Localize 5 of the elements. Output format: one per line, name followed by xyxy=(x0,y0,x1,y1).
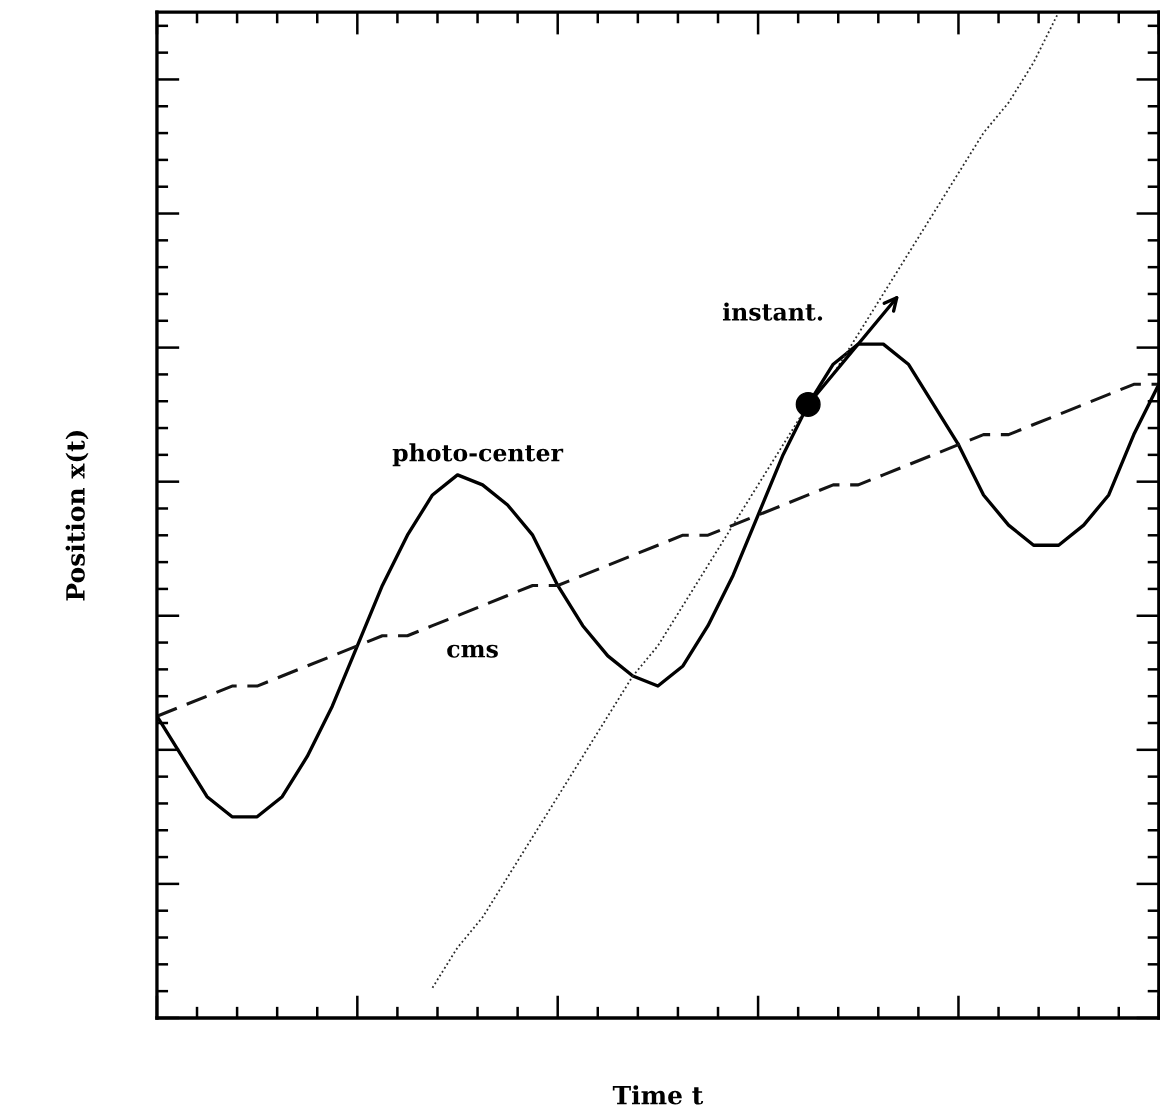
x-axis-title: Time t xyxy=(612,1085,704,1105)
series-label: cms xyxy=(447,644,498,658)
series-label: instant. xyxy=(722,302,823,321)
series-label: photo-center xyxy=(392,443,564,467)
y-axis-title: Position x(t) xyxy=(65,430,89,601)
